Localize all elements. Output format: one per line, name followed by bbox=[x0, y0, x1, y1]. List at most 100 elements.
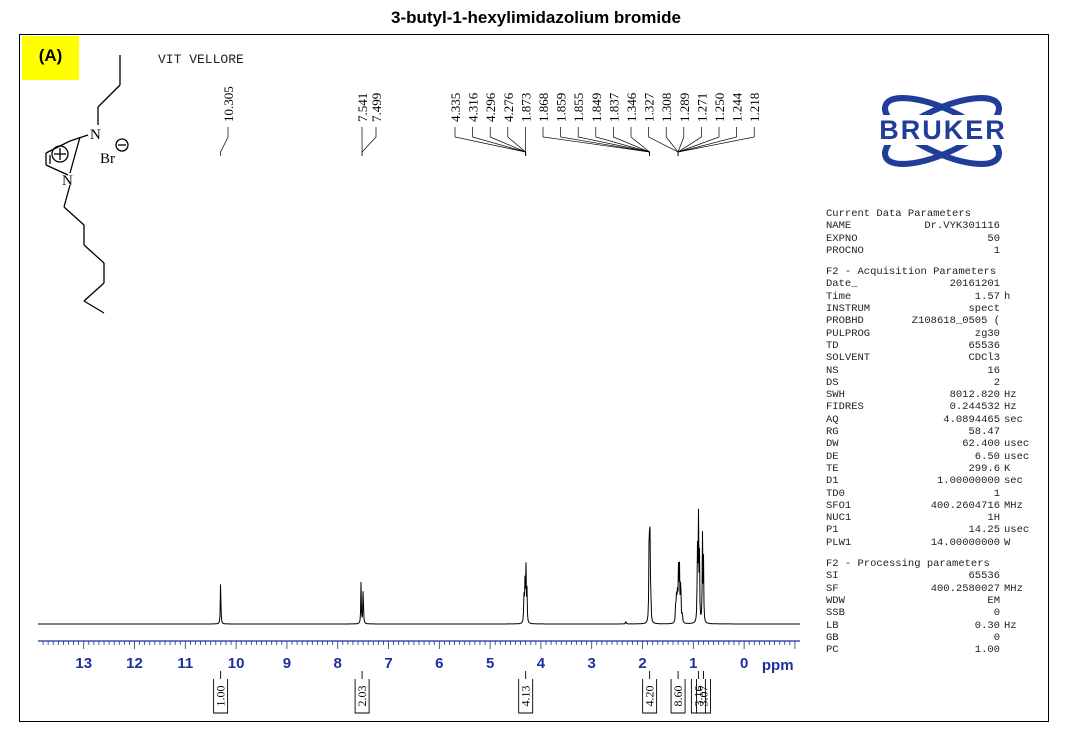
param-unit: MHz bbox=[1004, 582, 1023, 595]
param-row: NS 16 bbox=[826, 365, 1046, 377]
param-value: spect bbox=[968, 303, 1000, 316]
param-row: NAME Dr.VYK301116 bbox=[826, 220, 1046, 232]
param-key: PROBHD bbox=[826, 315, 864, 328]
integral-value: 1.00 bbox=[214, 686, 228, 707]
integral-bracket bbox=[213, 671, 229, 714]
tick-label: 6 bbox=[435, 655, 443, 672]
peak-label-leader bbox=[677, 127, 720, 156]
param-value: 400.2580027 bbox=[930, 582, 1000, 595]
param-unit: sec bbox=[1004, 413, 1023, 426]
param-row: SFO1 400.2604716 MHz bbox=[826, 500, 1046, 512]
peak-label: 1.855 bbox=[571, 93, 586, 122]
param-value: 4.0894465 bbox=[943, 413, 1000, 426]
integral-value: 8.60 bbox=[671, 686, 685, 707]
param-row: SI 65536 bbox=[826, 570, 1046, 582]
param-unit: K bbox=[1004, 462, 1011, 475]
param-value: 2 bbox=[993, 376, 1000, 389]
param-key: DS bbox=[826, 376, 839, 389]
param-value: 14.25 bbox=[968, 524, 1000, 537]
integral-label: 3.16 bbox=[690, 671, 706, 714]
param-key: PC bbox=[826, 644, 839, 657]
acquisition-parameters-panel: Current Data Parameters NAME Dr.VYK301116… bbox=[826, 208, 1046, 656]
peak-label: 1.244 bbox=[730, 92, 745, 122]
param-key: SOLVENT bbox=[826, 352, 871, 365]
tick-label: 12 bbox=[126, 655, 143, 672]
param-row: GB 0 bbox=[826, 632, 1046, 644]
peak-label-leader bbox=[648, 127, 679, 156]
param-key: FIDRES bbox=[826, 401, 864, 414]
param-value: 400.2604716 bbox=[930, 499, 1000, 512]
param-value: 0 bbox=[993, 607, 1000, 620]
peak-label-leader bbox=[595, 127, 650, 156]
param-value: 0.244532 bbox=[949, 401, 1000, 414]
site-label: VIT VELLORE bbox=[158, 52, 244, 67]
current-params-header: Current Data Parameters bbox=[826, 208, 971, 220]
param-value: 1 bbox=[993, 487, 1000, 500]
tick-label: 0 bbox=[740, 655, 748, 672]
param-key: Time bbox=[826, 290, 852, 303]
tick-label: 7 bbox=[384, 655, 392, 672]
param-value: EM bbox=[987, 594, 1000, 607]
param-key: SFO1 bbox=[826, 499, 852, 512]
peak-label: 1.873 bbox=[518, 93, 533, 122]
param-key: DE bbox=[826, 450, 839, 463]
param-key: SF bbox=[826, 582, 839, 595]
integral-label: 4.20 bbox=[642, 671, 658, 714]
peak-label-leader bbox=[542, 127, 650, 156]
peak-label-leader bbox=[665, 127, 679, 156]
param-row: Time 1.57 h bbox=[826, 291, 1046, 303]
param-value: 50 bbox=[987, 232, 1000, 245]
param-value: 1 bbox=[993, 244, 1000, 257]
bruker-logo-text: BRUKER bbox=[879, 115, 1007, 145]
param-unit: usec bbox=[1004, 450, 1030, 463]
param-key: TD0 bbox=[826, 487, 845, 500]
figure-frame bbox=[19, 34, 1049, 722]
n1-label: N bbox=[90, 127, 101, 143]
param-unit: MHz bbox=[1004, 499, 1023, 512]
param-value: 299.6 bbox=[968, 462, 1000, 475]
tick-label: 4 bbox=[537, 655, 546, 672]
tick-label: 13 bbox=[75, 655, 92, 672]
integral-bracket bbox=[670, 671, 686, 714]
param-key: P1 bbox=[826, 524, 839, 537]
peak-label: 1.250 bbox=[712, 93, 727, 122]
page-title: 3-butyl-1-hexylimidazolium bromide bbox=[391, 8, 681, 27]
param-value: 58.47 bbox=[968, 426, 1000, 439]
param-row: TD 65536 bbox=[826, 340, 1046, 352]
param-row: SSB 0 bbox=[826, 607, 1046, 619]
param-row: SF 400.2580027 MHz bbox=[826, 583, 1046, 595]
param-row: WDW EM bbox=[826, 595, 1046, 607]
param-row: SWH 8012.820 Hz bbox=[826, 389, 1046, 401]
tick-label: 11 bbox=[177, 655, 193, 672]
param-key: SSB bbox=[826, 607, 845, 620]
param-value: 1.57 bbox=[974, 290, 1000, 303]
tick-label: 10 bbox=[228, 655, 245, 672]
n3-label: N bbox=[62, 173, 73, 189]
param-value: 14.00000000 bbox=[930, 536, 1000, 549]
param-key: EXPNO bbox=[826, 232, 858, 245]
param-row: PROCNO 1 bbox=[826, 245, 1046, 257]
param-key: NUC1 bbox=[826, 512, 852, 525]
integral-label: 8.60 bbox=[670, 671, 686, 714]
peak-label: 4.316 bbox=[466, 92, 481, 122]
param-unit: W bbox=[1004, 536, 1011, 549]
integral-bracket bbox=[354, 671, 370, 714]
param-unit: h bbox=[1004, 290, 1011, 303]
param-row: DS 2 bbox=[826, 377, 1046, 389]
param-key: NS bbox=[826, 364, 839, 377]
tick-label: 2 bbox=[638, 655, 646, 672]
f2-processing-header: F2 - Processing parameters bbox=[826, 558, 990, 571]
param-value: 1.00000000 bbox=[936, 475, 1000, 488]
integral-label: 4.13 bbox=[518, 671, 534, 714]
peak-label: 10.305 bbox=[221, 86, 236, 122]
counter-ion-label: Br bbox=[100, 151, 115, 167]
param-value: Z108618_0505 ( bbox=[911, 315, 1000, 328]
param-key: PROCNO bbox=[826, 244, 864, 257]
param-key: NAME bbox=[826, 220, 852, 233]
param-row: INSTRUM spect bbox=[826, 303, 1046, 315]
param-value: 8012.820 bbox=[949, 389, 1000, 402]
param-row: EXPNO 50 bbox=[826, 233, 1046, 245]
param-unit: Hz bbox=[1004, 389, 1017, 402]
param-value: 1H bbox=[987, 512, 1000, 525]
